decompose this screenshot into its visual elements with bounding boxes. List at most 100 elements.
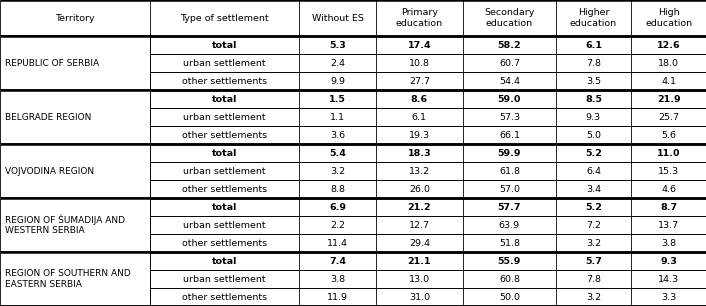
Text: 29.4: 29.4 [409, 238, 430, 248]
Text: 57.3: 57.3 [499, 113, 520, 121]
Text: 14.3: 14.3 [658, 274, 679, 284]
Text: urban settlement: urban settlement [183, 166, 266, 176]
Text: 54.4: 54.4 [499, 76, 520, 86]
Text: 8.6: 8.6 [411, 95, 428, 104]
Text: 13.0: 13.0 [409, 274, 430, 284]
Text: 51.8: 51.8 [499, 238, 520, 248]
Text: 63.9: 63.9 [499, 221, 520, 230]
Text: 7.8: 7.8 [586, 274, 601, 284]
Text: 17.4: 17.4 [407, 41, 431, 50]
Text: 3.2: 3.2 [586, 293, 601, 301]
Text: BELGRADE REGION: BELGRADE REGION [5, 113, 91, 121]
Text: 8.5: 8.5 [585, 95, 602, 104]
Text: 50.0: 50.0 [499, 293, 520, 301]
Text: other settlements: other settlements [182, 185, 267, 194]
Text: other settlements: other settlements [182, 131, 267, 140]
Text: 6.1: 6.1 [412, 113, 427, 121]
Text: 6.1: 6.1 [585, 41, 602, 50]
Bar [0, 252, 150, 306]
Text: urban settlement: urban settlement [183, 113, 266, 121]
Text: 21.1: 21.1 [407, 256, 431, 266]
Text: other settlements: other settlements [182, 293, 267, 301]
Text: 25.7: 25.7 [658, 113, 679, 121]
Bar [0, 198, 150, 252]
Text: 3.2: 3.2 [586, 238, 601, 248]
Text: Territory: Territory [55, 13, 95, 23]
Bar [0, 36, 150, 90]
Text: 26.0: 26.0 [409, 185, 430, 194]
Text: 60.8: 60.8 [499, 274, 520, 284]
Text: 9.3: 9.3 [660, 256, 677, 266]
Text: 6.9: 6.9 [329, 203, 346, 211]
Text: Higher
education: Higher education [570, 8, 617, 28]
Text: REPUBLIC OF SERBIA: REPUBLIC OF SERBIA [5, 58, 99, 68]
Text: 3.2: 3.2 [330, 166, 345, 176]
Text: 18.0: 18.0 [658, 58, 679, 68]
Text: 7.8: 7.8 [586, 58, 601, 68]
Text: 7.4: 7.4 [329, 256, 346, 266]
Text: 10.8: 10.8 [409, 58, 430, 68]
Text: 3.6: 3.6 [330, 131, 345, 140]
Text: High
education: High education [645, 8, 692, 28]
Text: 66.1: 66.1 [499, 131, 520, 140]
Text: 3.4: 3.4 [586, 185, 601, 194]
Text: 5.4: 5.4 [329, 148, 346, 158]
Text: 7.2: 7.2 [586, 221, 601, 230]
Text: 1.5: 1.5 [329, 95, 346, 104]
Text: 31.0: 31.0 [409, 293, 430, 301]
Text: REGION OF ŠUMADIJA AND
WESTERN SERBIA: REGION OF ŠUMADIJA AND WESTERN SERBIA [5, 215, 125, 236]
Text: 3.5: 3.5 [586, 76, 601, 86]
Text: 9.3: 9.3 [586, 113, 601, 121]
Text: 1.1: 1.1 [330, 113, 345, 121]
Text: Primary
education: Primary education [396, 8, 443, 28]
Text: 12.7: 12.7 [409, 221, 430, 230]
Text: 11.9: 11.9 [327, 293, 348, 301]
Bar [0, 144, 150, 198]
Text: 18.3: 18.3 [407, 148, 431, 158]
Text: Secondary
education: Secondary education [484, 8, 534, 28]
Text: 9.9: 9.9 [330, 76, 345, 86]
Text: 5.2: 5.2 [585, 148, 602, 158]
Text: 5.7: 5.7 [585, 256, 602, 266]
Text: Without ES: Without ES [311, 13, 364, 23]
Text: Type of settlement: Type of settlement [180, 13, 269, 23]
Text: urban settlement: urban settlement [183, 58, 266, 68]
Text: 5.6: 5.6 [661, 131, 676, 140]
Text: 3.8: 3.8 [661, 238, 676, 248]
Text: 13.7: 13.7 [658, 221, 679, 230]
Text: 5.2: 5.2 [585, 203, 602, 211]
Text: total: total [212, 148, 237, 158]
Text: 60.7: 60.7 [499, 58, 520, 68]
Text: 4.6: 4.6 [661, 185, 676, 194]
Text: other settlements: other settlements [182, 238, 267, 248]
Text: REGION OF SOUTHERN AND
EASTERN SERBIA: REGION OF SOUTHERN AND EASTERN SERBIA [5, 269, 131, 289]
Text: 8.7: 8.7 [660, 203, 677, 211]
Text: 57.7: 57.7 [498, 203, 521, 211]
Text: 2.2: 2.2 [330, 221, 345, 230]
Text: 19.3: 19.3 [409, 131, 430, 140]
Text: 61.8: 61.8 [499, 166, 520, 176]
Text: 21.9: 21.9 [657, 95, 681, 104]
Text: 2.4: 2.4 [330, 58, 345, 68]
Text: urban settlement: urban settlement [183, 274, 266, 284]
Text: 6.4: 6.4 [586, 166, 601, 176]
Text: total: total [212, 41, 237, 50]
Text: 21.2: 21.2 [407, 203, 431, 211]
Text: 4.1: 4.1 [661, 76, 676, 86]
Text: 11.0: 11.0 [657, 148, 681, 158]
Text: 3.3: 3.3 [661, 293, 676, 301]
Text: 5.0: 5.0 [586, 131, 601, 140]
Text: 11.4: 11.4 [327, 238, 348, 248]
Text: total: total [212, 256, 237, 266]
Text: 57.0: 57.0 [499, 185, 520, 194]
Text: VOJVODINA REGION: VOJVODINA REGION [5, 166, 94, 176]
Text: 5.3: 5.3 [329, 41, 346, 50]
Text: 55.9: 55.9 [498, 256, 521, 266]
Text: 3.8: 3.8 [330, 274, 345, 284]
Text: 27.7: 27.7 [409, 76, 430, 86]
Text: total: total [212, 203, 237, 211]
Text: 15.3: 15.3 [658, 166, 679, 176]
Text: urban settlement: urban settlement [183, 221, 266, 230]
Text: 12.6: 12.6 [657, 41, 681, 50]
Text: 13.2: 13.2 [409, 166, 430, 176]
